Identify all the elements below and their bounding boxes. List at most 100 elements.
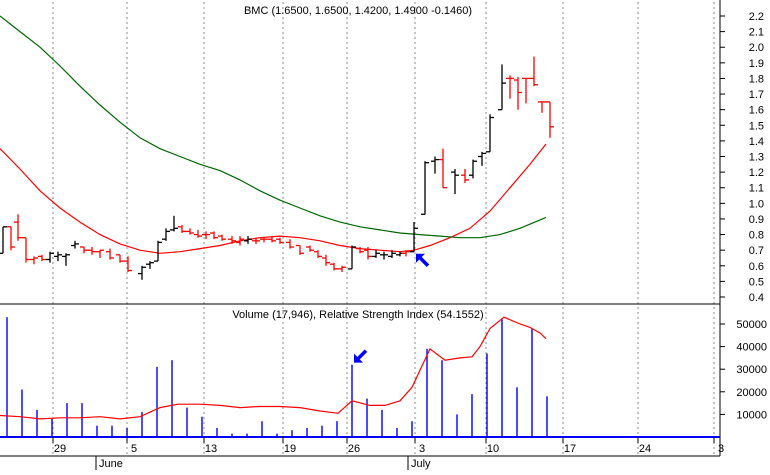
ohlc-bar: [538, 101, 546, 113]
ohlc-bar: [514, 76, 522, 110]
y-tick-label: 1.1: [749, 183, 764, 195]
ohlc-bar: [469, 159, 477, 179]
ohlc-bar: [451, 169, 459, 194]
ohlc-bar: [252, 237, 260, 244]
price-axis: 0.4 0.5 0.6 0.7 0.8 0.9 1.0 1.1 1.2 1.3 1.4 1.5 1.6 1…: [720, 11, 764, 304]
y-tick-label: 0.8: [749, 230, 764, 242]
x-tick-label: 3: [419, 443, 425, 455]
vertical-grid: [52, 2, 715, 456]
x-tick-label: 5: [131, 443, 137, 455]
ohlc-bar: [260, 237, 268, 243]
price-bars: [0, 56, 554, 280]
ohlc-bar: [322, 254, 330, 266]
ohlc-bar: [439, 148, 447, 189]
ohlc-bar: [22, 237, 30, 263]
x-tick-label: 26: [348, 443, 360, 455]
price-panel: 0.4 0.5 0.6 0.7 0.8 0.9 1.0 1.1 1.2 1.3 1.4 1.5 1.6 1…: [0, 5, 764, 304]
ohlc-bar: [522, 77, 530, 104]
ohlc-bar: [530, 56, 538, 87]
ohlc-bar: [388, 250, 396, 258]
ohlc-bar: [146, 261, 154, 269]
volume-arrow-marker: [354, 349, 368, 363]
ohlc-bar: [372, 250, 380, 258]
ohlc-bar: [162, 228, 170, 241]
volume-annotations: [354, 349, 368, 363]
ohlc-bar: [38, 254, 46, 262]
rsi-line: [0, 316, 547, 420]
y-tick-label: 0.4: [749, 292, 764, 304]
x-tick-label: 19: [284, 443, 296, 455]
x-tick-label: 10: [487, 443, 499, 455]
x-tick-label: 3: [718, 443, 724, 455]
volume-y-tick-label: 50000: [736, 319, 767, 331]
ohlc-bar: [244, 236, 252, 244]
y-tick-label: 2.0: [749, 42, 764, 54]
ohlc-bar: [0, 226, 7, 254]
volume-chart-title: Volume (17,946), Relative Strength Index…: [232, 309, 483, 321]
y-tick-label: 1.5: [749, 120, 764, 132]
ohlc-bar: [218, 234, 226, 241]
ohlc-bar: [88, 247, 96, 255]
short-moving-average-line: [0, 143, 547, 254]
ohlc-bar: [186, 228, 194, 235]
ohlc-bar: [296, 244, 304, 255]
ohlc-bar: [402, 250, 410, 257]
ohlc-bar: [364, 247, 372, 260]
ohlc-bar: [210, 231, 218, 240]
volume-y-tick-label: 40000: [736, 342, 767, 354]
ohlc-bar: [461, 169, 469, 183]
y-tick-label: 1.4: [749, 136, 764, 148]
y-tick-label: 1.2: [749, 167, 764, 179]
month-label: June: [99, 458, 123, 470]
x-axis: 29 5 13 19 26 3 10 17 24 3 June July: [52, 437, 724, 470]
volume-y-tick-label: 20000: [736, 387, 767, 399]
ohlc-bar: [62, 253, 70, 266]
ohlc-bar: [7, 226, 15, 251]
volume-axis: 10000 20000 30000 40000 50000: [720, 319, 767, 421]
y-tick-label: 2.2: [749, 11, 764, 23]
rsi-series-line: [0, 316, 547, 420]
ohlc-bar: [431, 156, 439, 174]
ohlc-bar: [138, 265, 146, 280]
ohlc-bar: [170, 215, 178, 232]
volume-y-tick-label: 30000: [736, 364, 767, 376]
ohlc-bar: [306, 245, 314, 252]
ohlc-bar: [546, 101, 554, 138]
month-label: July: [411, 458, 431, 470]
ohlc-bar: [478, 151, 486, 166]
x-tick-label: 17: [564, 443, 576, 455]
y-tick-label: 1.0: [749, 198, 764, 210]
ohlc-bar: [421, 161, 429, 215]
ohlc-bar: [228, 236, 236, 244]
ohlc-bar: [46, 251, 54, 263]
x-tick-label: 24: [639, 443, 651, 455]
ohlc-bar: [338, 265, 346, 272]
ohlc-bar: [124, 256, 132, 272]
ohlc-bar: [106, 248, 114, 260]
ohlc-bar: [486, 114, 494, 153]
ohlc-bar: [380, 251, 388, 260]
volume-y-tick-label: 10000: [736, 409, 767, 421]
ohlc-bar: [356, 247, 364, 254]
price-annotations: [416, 253, 430, 267]
ohlc-bar: [194, 229, 202, 238]
ohlc-bar: [202, 231, 210, 240]
ohlc-bar: [71, 240, 79, 249]
ohlc-bar: [314, 250, 322, 258]
y-tick-label: 1.6: [749, 105, 764, 117]
y-tick-label: 0.6: [749, 261, 764, 273]
ohlc-bar: [506, 75, 514, 99]
ohlc-bar: [498, 64, 506, 111]
ohlc-bar: [276, 237, 284, 244]
y-tick-label: 2.1: [749, 27, 764, 39]
ohlc-bar: [96, 249, 104, 258]
ohlc-bar: [410, 222, 418, 253]
x-tick-label: 29: [54, 443, 66, 455]
volume-panel: 10000 20000 30000 40000 50000 Volume (17,946…: [0, 309, 767, 437]
y-tick-label: 0.5: [749, 276, 764, 288]
ohlc-bar: [14, 214, 22, 241]
ohlc-bar: [286, 239, 294, 249]
y-tick-label: 0.9: [749, 214, 764, 226]
